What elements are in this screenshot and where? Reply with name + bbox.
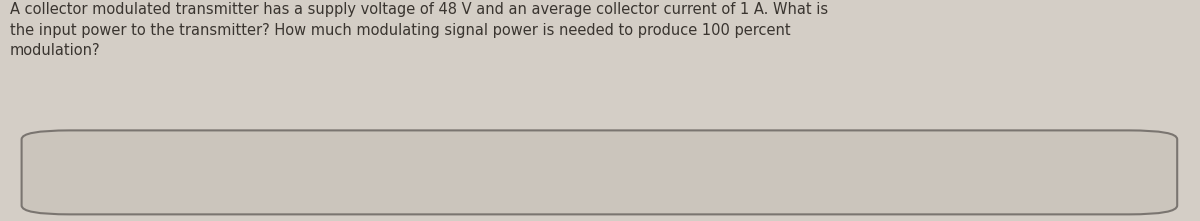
FancyBboxPatch shape <box>22 130 1177 214</box>
Text: A collector modulated transmitter has a supply voltage of 48 V and an average co: A collector modulated transmitter has a … <box>10 2 828 58</box>
